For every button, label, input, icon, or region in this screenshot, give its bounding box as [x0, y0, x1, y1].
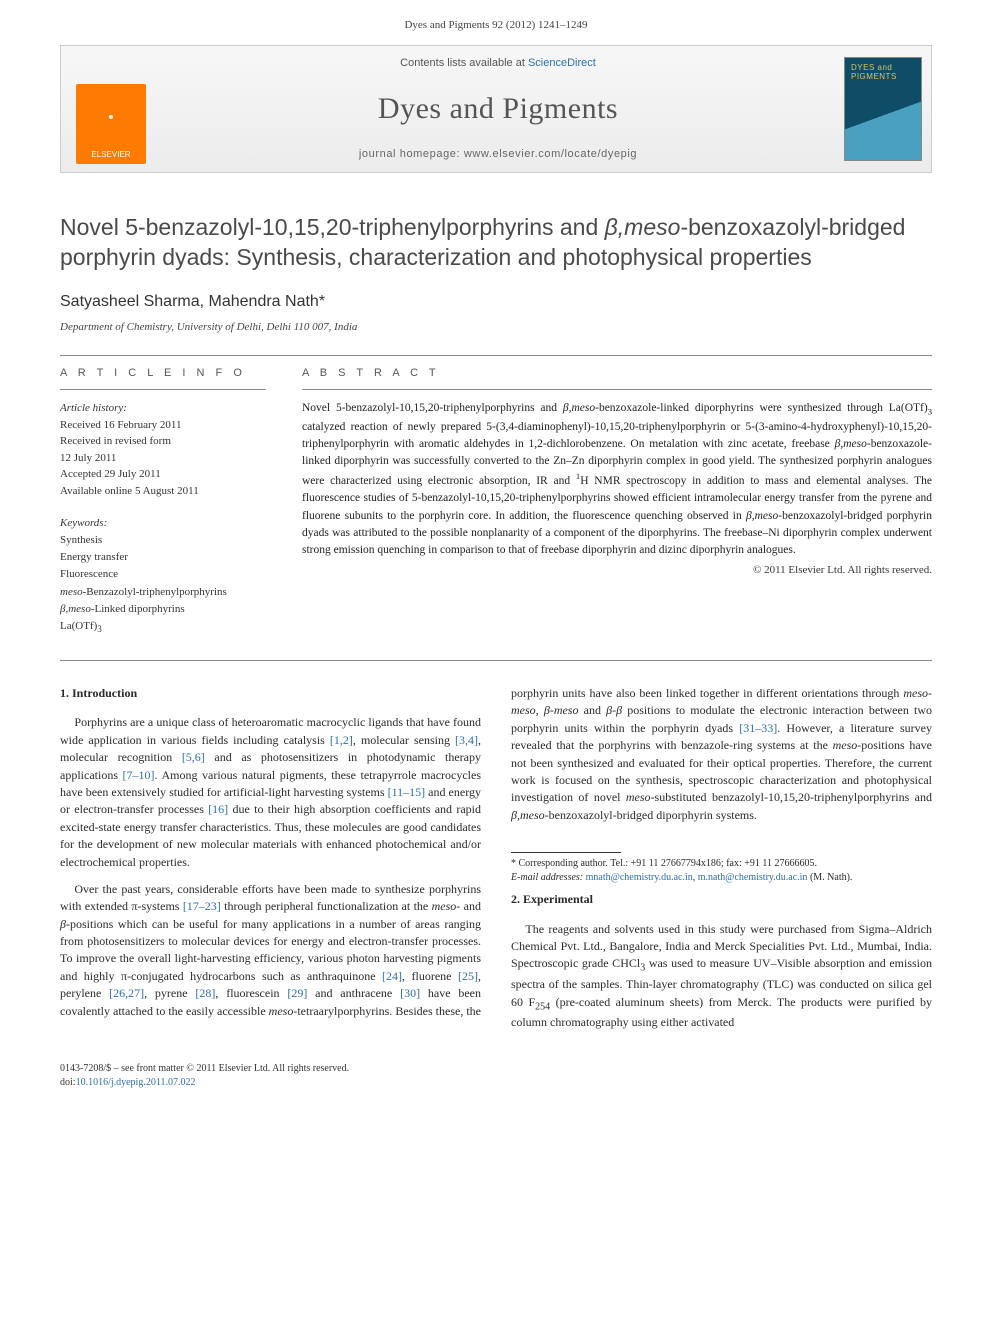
abstract-text: Novel 5-benzazolyl-10,15,20-triphenylpor…: [302, 400, 932, 559]
sciencedirect-link[interactable]: ScienceDirect: [528, 57, 596, 69]
history-heading: Article history:: [60, 400, 266, 417]
keywords-block: Keywords: Synthesis Energy transfer Fluo…: [60, 515, 266, 636]
abstract-heading: A B S T R A C T: [302, 356, 932, 390]
history-online: Available online 5 August 2011: [60, 483, 266, 500]
keyword-item: meso-Benzazolyl-triphenylporphyrins: [60, 584, 266, 601]
citation-link[interactable]: [26,27]: [109, 986, 144, 1000]
citation-link[interactable]: [24]: [382, 969, 402, 983]
elsevier-logo: ELSEVIER: [76, 84, 146, 164]
email-line: E-mail addresses: mnath@chemistry.du.ac.…: [511, 871, 932, 885]
citation-link[interactable]: [28]: [195, 986, 215, 1000]
body-paragraph: The reagents and solvents used in this s…: [511, 921, 932, 1032]
doi-line: doi:10.1016/j.dyepig.2011.07.022: [60, 1076, 932, 1090]
publisher-logo-box: ELSEVIER: [61, 46, 161, 172]
section-heading-experimental: 2. Experimental: [511, 891, 932, 908]
citation-link[interactable]: [30]: [400, 986, 420, 1000]
front-matter-line: 0143-7208/$ – see front matter © 2011 El…: [60, 1062, 932, 1076]
citation-link[interactable]: [1,2]: [330, 733, 353, 747]
journal-homepage-url[interactable]: www.elsevier.com/locate/dyepig: [464, 148, 637, 160]
article-title: Novel 5-benzazolyl-10,15,20-triphenylpor…: [60, 213, 932, 273]
abstract-column: A B S T R A C T Novel 5-benzazolyl-10,15…: [302, 356, 932, 636]
elsevier-tree-icon: [91, 103, 131, 149]
citation-link[interactable]: [5,6]: [182, 750, 205, 764]
author-list: Satyasheel Sharma, Mahendra Nath*: [60, 291, 932, 313]
article-info-column: A R T I C L E I N F O Article history: R…: [60, 356, 266, 636]
contents-available-line: Contents lists available at ScienceDirec…: [169, 56, 827, 71]
citation-link[interactable]: [25]: [458, 969, 478, 983]
keyword-item: Synthesis: [60, 532, 266, 549]
abstract-copyright: © 2011 Elsevier Ltd. All rights reserved…: [302, 563, 932, 578]
citation-link[interactable]: [29]: [287, 986, 307, 1000]
divider: [60, 660, 932, 661]
history-revised-label: Received in revised form: [60, 433, 266, 450]
history-received: Received 16 February 2011: [60, 417, 266, 434]
keyword-item: Fluorescence: [60, 566, 266, 583]
journal-homepage-line: journal homepage: www.elsevier.com/locat…: [169, 147, 827, 162]
cover-thumb-box: [835, 46, 931, 172]
page-footer: 0143-7208/$ – see front matter © 2011 El…: [0, 1062, 992, 1114]
running-head: Dyes and Pigments 92 (2012) 1241–1249: [0, 0, 992, 33]
journal-banner: ELSEVIER Contents lists available at Sci…: [60, 45, 932, 173]
citation-text: Dyes and Pigments 92 (2012) 1241–1249: [404, 19, 587, 31]
citation-link[interactable]: [31–33]: [739, 721, 777, 735]
corresponding-author-line: * Corresponding author. Tel.: +91 11 276…: [511, 857, 932, 871]
email-link[interactable]: m.nath@chemistry.du.ac.in: [698, 872, 808, 883]
keyword-item: β,meso-Linked diporphyrins: [60, 601, 266, 618]
history-revised-date: 12 July 2011: [60, 450, 266, 467]
body-paragraph: Porphyrins are a unique class of heteroa…: [60, 714, 481, 871]
citation-link[interactable]: [3,4]: [455, 733, 478, 747]
banner-center: Contents lists available at ScienceDirec…: [161, 46, 835, 172]
citation-link[interactable]: [7–10]: [123, 768, 155, 782]
citation-link[interactable]: [16]: [208, 802, 228, 816]
meta-row: A R T I C L E I N F O Article history: R…: [60, 356, 932, 636]
keyword-item: Energy transfer: [60, 549, 266, 566]
elsevier-logo-text: ELSEVIER: [91, 149, 130, 160]
citation-link[interactable]: [17–23]: [183, 899, 221, 913]
email-link[interactable]: mnath@chemistry.du.ac.in: [586, 872, 693, 883]
article-body-columns: 1. Introduction Porphyrins are a unique …: [60, 685, 932, 1032]
article-history: Article history: Received 16 February 20…: [60, 400, 266, 499]
corresponding-author-footnote: * Corresponding author. Tel.: +91 11 276…: [511, 852, 932, 885]
history-accepted: Accepted 29 July 2011: [60, 466, 266, 483]
keywords-heading: Keywords:: [60, 515, 266, 532]
section-heading-introduction: 1. Introduction: [60, 685, 481, 702]
footnote-rule: [511, 852, 621, 853]
article-info-heading: A R T I C L E I N F O: [60, 356, 266, 390]
affiliation: Department of Chemistry, University of D…: [60, 320, 932, 335]
citation-link[interactable]: [11–15]: [388, 785, 426, 799]
doi-link[interactable]: 10.1016/j.dyepig.2011.07.022: [76, 1077, 196, 1088]
keyword-item: La(OTf)3: [60, 618, 266, 636]
journal-cover-thumbnail: [844, 57, 922, 161]
article-frontmatter: Novel 5-benzazolyl-10,15,20-triphenylpor…: [0, 173, 992, 1061]
journal-name: Dyes and Pigments: [169, 88, 827, 130]
